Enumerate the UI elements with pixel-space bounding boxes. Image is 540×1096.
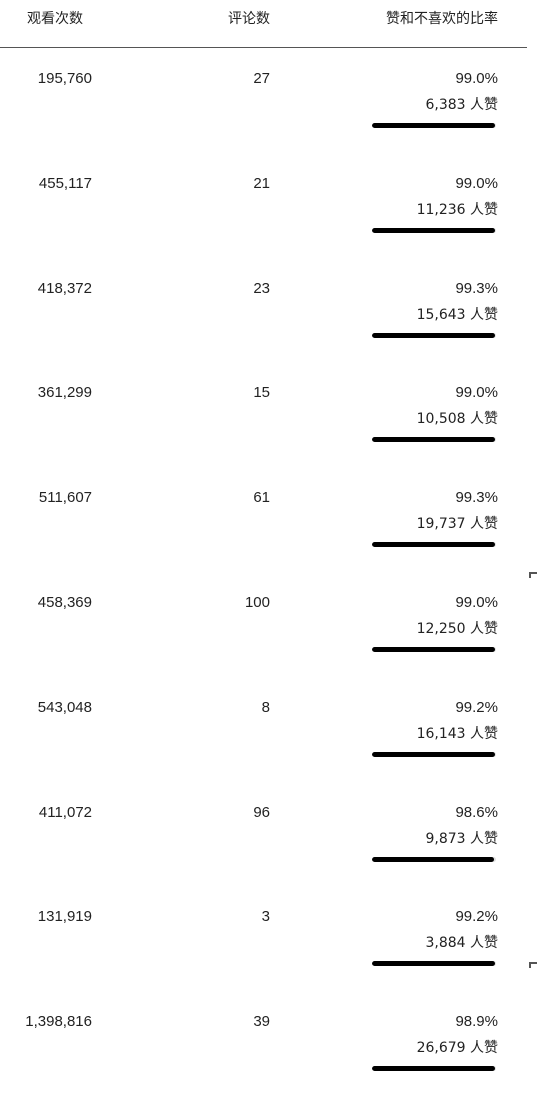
table-header: 观看次数 评论数 赞和不喜欢的比率: [0, 0, 527, 48]
like-ratio-bar: [372, 542, 496, 548]
comments-cell: 39: [253, 1013, 270, 1031]
like-ratio-bar: [372, 227, 496, 233]
like-ratio-bar-fill: [372, 227, 495, 233]
like-count-cell: 9,873 人赞: [425, 830, 498, 847]
comments-cell: 23: [253, 279, 270, 297]
views-cell: 131,919: [37, 908, 92, 926]
views-cell: 543,048: [37, 698, 92, 716]
comments-cell: 96: [253, 803, 270, 821]
like-ratio-bar: [372, 751, 496, 757]
views-cell: 195,760: [37, 70, 92, 87]
like-ratio-cell: 99.3%: [455, 489, 498, 507]
views-cell: 458,369: [37, 593, 92, 611]
views-cell: 455,117: [38, 174, 92, 192]
like-ratio-cell: 99.2%: [455, 698, 498, 716]
table-body: 195,760 27 99.0% 6,383 人赞 455,117 21 99.0% 11,2…: [0, 48, 527, 1096]
column-header-views[interactable]: 观看次数: [27, 11, 83, 27]
like-count-cell: 6,383 人赞: [425, 97, 498, 113]
views-cell: 361,299: [37, 384, 92, 402]
like-count-cell: 3,884 人赞: [425, 935, 498, 952]
views-cell: 1,398,816: [25, 1013, 92, 1031]
like-ratio-bar: [372, 856, 496, 862]
table-row[interactable]: 411,072 96 98.6% 9,873 人赞: [0, 782, 527, 887]
like-ratio-bar: [372, 123, 496, 128]
like-ratio-bar-fill: [372, 437, 495, 443]
table-row[interactable]: 455,117 21 99.0% 11,236 人赞: [0, 153, 527, 258]
like-ratio-bar: [372, 961, 496, 967]
like-count-cell: 15,643 人赞: [416, 306, 498, 323]
like-ratio-bar: [372, 332, 496, 338]
like-ratio-bar-fill: [372, 1066, 495, 1072]
scroll-edge-marker: [529, 572, 537, 578]
table-row[interactable]: 131,919 3 99.2% 3,884 人赞: [0, 886, 527, 991]
like-ratio-bar-fill: [372, 123, 495, 128]
like-ratio-bar-fill: [372, 646, 495, 652]
views-cell: 511,607: [38, 489, 92, 507]
like-ratio-bar: [372, 646, 496, 652]
views-cell: 418,372: [37, 279, 92, 297]
like-ratio-cell: 99.0%: [455, 384, 498, 402]
like-ratio-bar: [372, 1066, 496, 1072]
like-ratio-cell: 98.9%: [455, 1013, 498, 1031]
like-ratio-cell: 98.6%: [455, 803, 498, 821]
like-count-cell: 16,143 人赞: [416, 725, 498, 742]
table-row[interactable]: 511,607 61 99.3% 19,737 人赞: [0, 467, 527, 572]
like-ratio-cell: 99.0%: [455, 593, 498, 611]
scroll-edge-marker: [529, 962, 537, 968]
like-count-cell: 11,236 人赞: [416, 201, 498, 218]
table-row[interactable]: 458,369 100 99.0% 12,250 人赞: [0, 572, 527, 677]
like-ratio-cell: 99.0%: [455, 70, 498, 87]
comments-cell: 3: [261, 908, 270, 926]
like-count-cell: 10,508 人赞: [416, 411, 498, 428]
like-ratio-cell: 99.2%: [455, 908, 498, 926]
like-ratio-bar-fill: [372, 961, 495, 967]
like-ratio-cell: 99.3%: [455, 279, 498, 297]
like-count-cell: 26,679 人赞: [416, 1040, 498, 1057]
like-count-cell: 19,737 人赞: [416, 516, 498, 533]
comments-cell: 15: [253, 384, 270, 402]
table-row[interactable]: 418,372 23 99.3% 15,643 人赞: [0, 258, 527, 363]
column-header-comments[interactable]: 评论数: [228, 11, 270, 27]
like-ratio-bar-fill: [372, 542, 496, 548]
like-count-cell: 12,250 人赞: [416, 620, 498, 637]
like-ratio-cell: 99.0%: [455, 174, 498, 192]
column-header-like-ratio[interactable]: 赞和不喜欢的比率: [386, 11, 498, 27]
like-ratio-bar-fill: [372, 751, 495, 757]
views-cell: 411,072: [38, 803, 92, 821]
comments-cell: 100: [244, 593, 270, 611]
comments-cell: 61: [253, 489, 270, 507]
comments-cell: 27: [253, 70, 270, 87]
table-row[interactable]: 361,299 15 99.0% 10,508 人赞: [0, 362, 527, 467]
comments-cell: 21: [253, 174, 270, 192]
comments-cell: 8: [261, 698, 270, 716]
like-ratio-bar-fill: [372, 856, 495, 862]
like-ratio-bar-fill: [372, 332, 496, 338]
table-row[interactable]: 1,398,816 39 98.9% 26,679 人赞: [0, 991, 527, 1096]
table-row[interactable]: 195,760 27 99.0% 6,383 人赞: [0, 48, 527, 153]
table-row[interactable]: 543,048 8 99.2% 16,143 人赞: [0, 677, 527, 782]
like-ratio-bar: [372, 437, 496, 443]
